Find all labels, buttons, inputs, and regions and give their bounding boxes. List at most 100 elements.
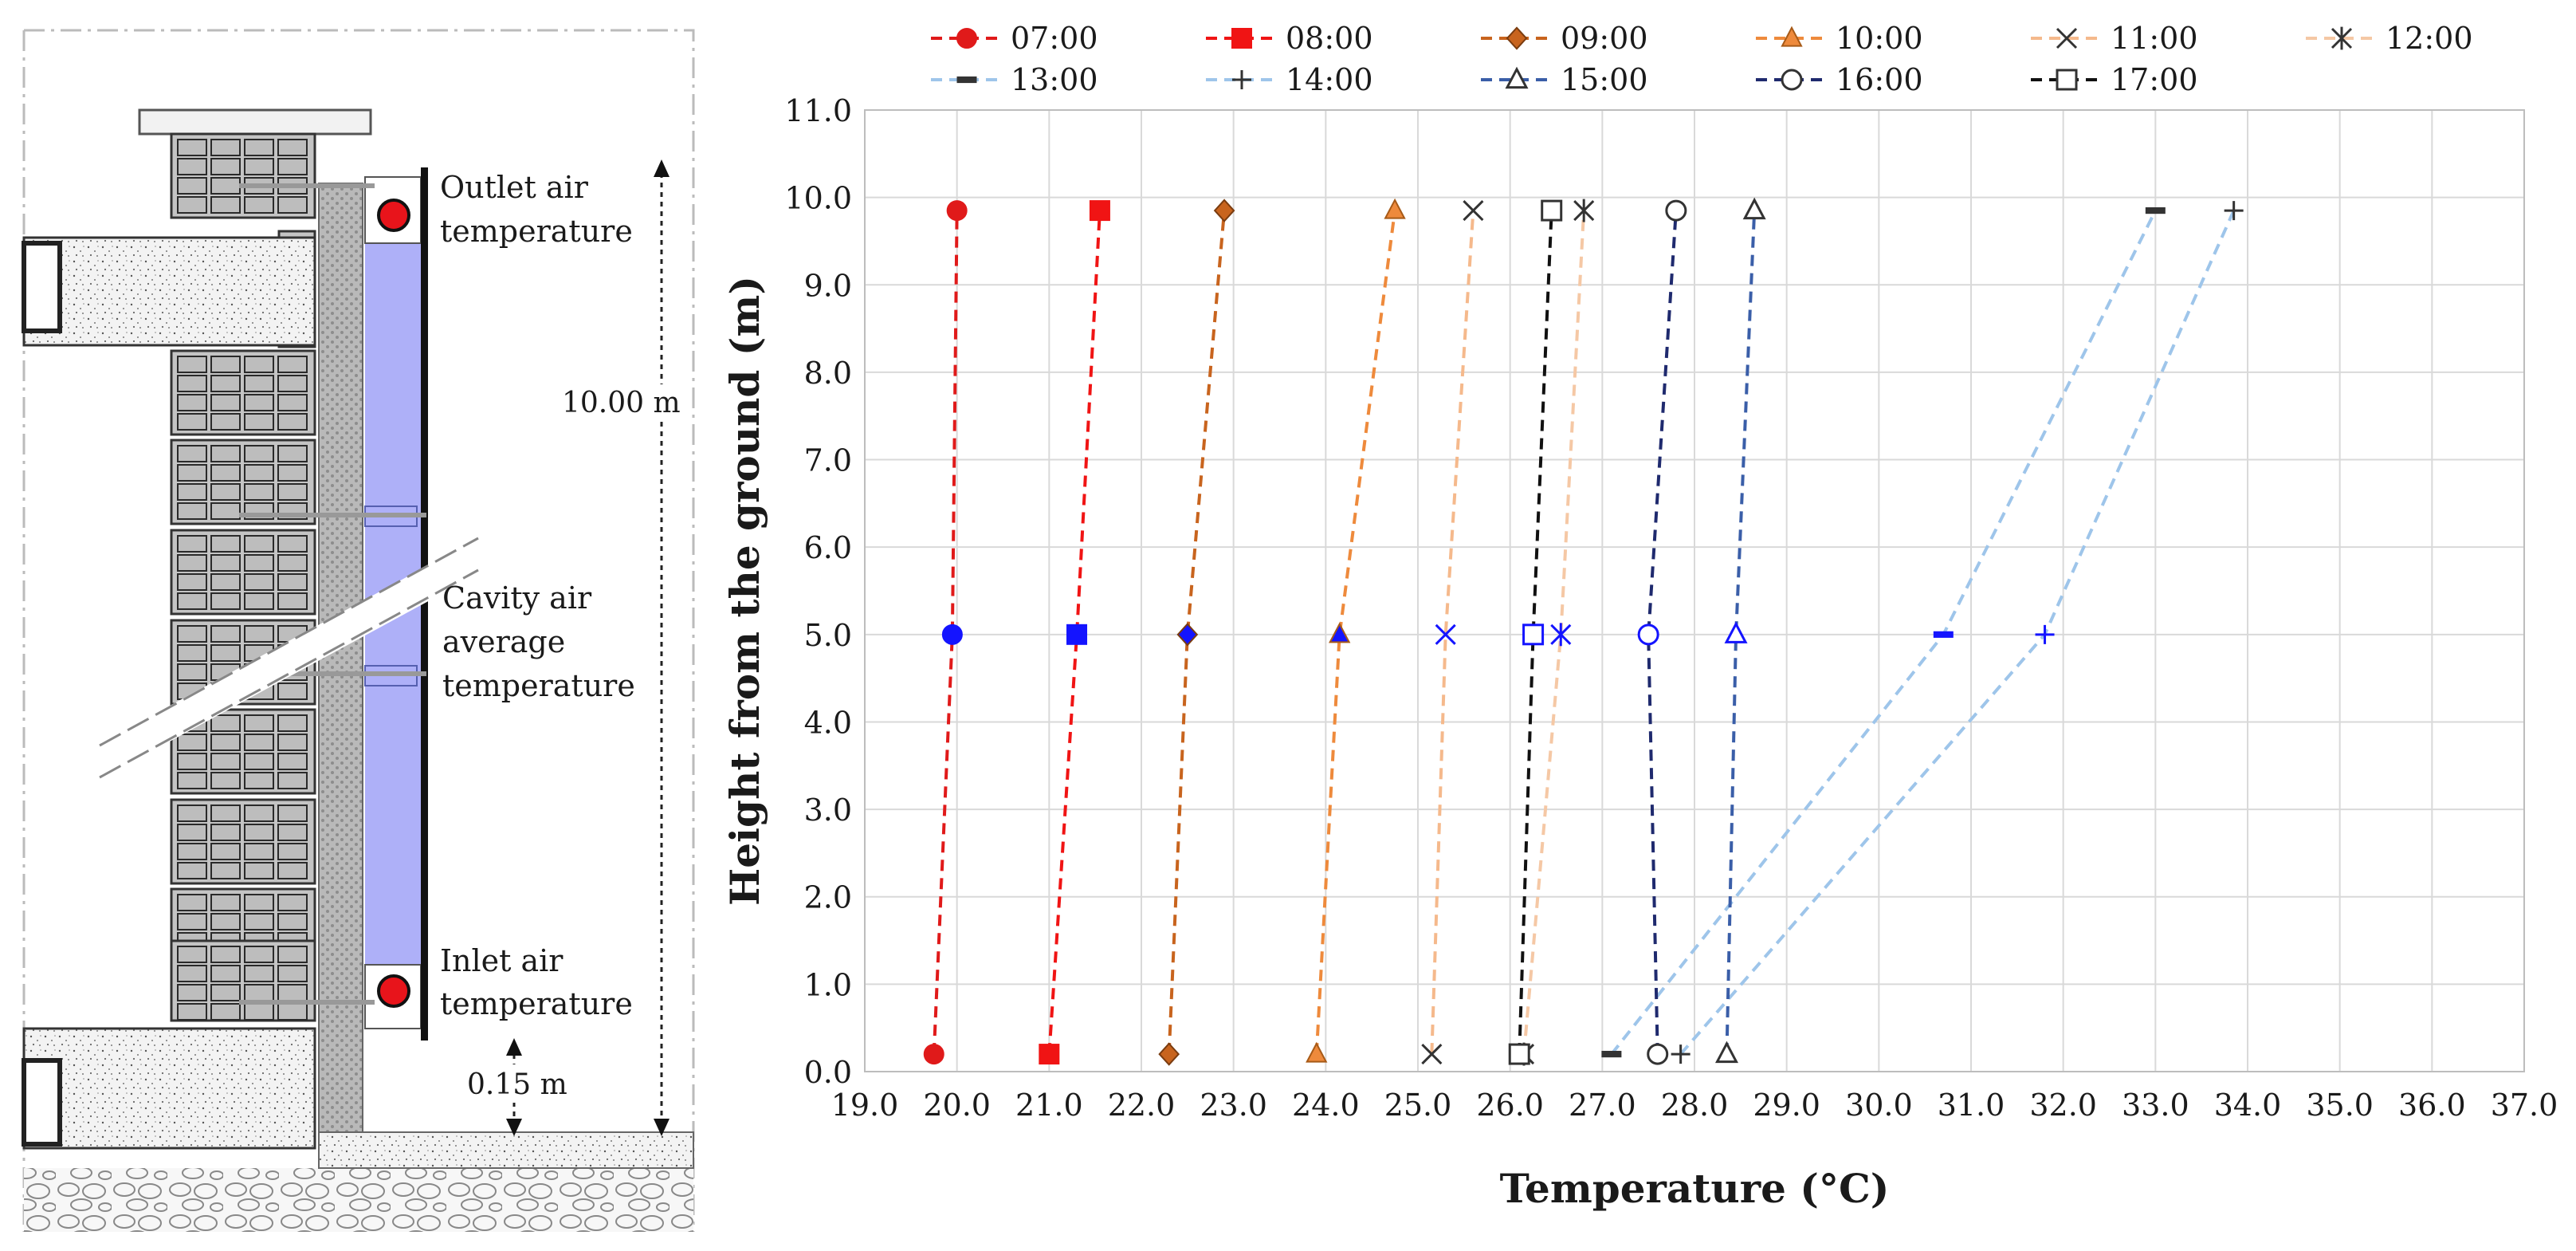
- y-tick-label: 3.0: [804, 793, 852, 828]
- data-point-0900-0: [1158, 1042, 1180, 1066]
- brick-cell: [277, 592, 308, 610]
- brick-cell: [244, 824, 274, 841]
- brick-cell: [177, 445, 207, 462]
- height-label: 10.00 m: [562, 387, 681, 419]
- brick-cell: [210, 984, 241, 1001]
- brick-cell: [244, 753, 274, 770]
- series-lines: [932, 210, 2236, 1056]
- x-axis-title: Temperature (°C): [1500, 1165, 1890, 1212]
- data-point-1100-1: [1435, 624, 1456, 645]
- brick-cell: [244, 394, 274, 411]
- brick-cell: [177, 862, 207, 879]
- legend-item-1300: 13:00: [931, 62, 1098, 97]
- data-point-1600-2: [1665, 199, 1687, 222]
- inlet-label-line1: Inlet air: [440, 943, 564, 978]
- brick-cell: [244, 894, 274, 911]
- legend-label: 07:00: [1011, 21, 1098, 56]
- brick-cell: [210, 644, 241, 662]
- ground-slab: [318, 1131, 694, 1169]
- brick-cell: [210, 592, 241, 610]
- x-tick-label: 28.0: [1661, 1088, 1729, 1123]
- brick-cell: [244, 535, 274, 553]
- data-point-1600-0: [1647, 1043, 1669, 1065]
- brick-cell: [277, 894, 308, 911]
- height-label-bg: [558, 384, 677, 420]
- x-tick-label: 36.0: [2398, 1088, 2466, 1123]
- brick-cell: [177, 502, 207, 520]
- data-point-0700-0: [923, 1044, 944, 1065]
- legend-marker: [1781, 26, 1803, 47]
- brick-cell: [277, 158, 308, 175]
- y-tick-label: 10.0: [784, 181, 852, 216]
- series-line-1200: [1522, 210, 1586, 1055]
- brick-cell: [210, 139, 241, 156]
- brick-cell: [244, 965, 274, 982]
- brick-cell: [277, 1003, 308, 1021]
- data-point-1200-1: [1550, 623, 1572, 647]
- data-point-0900-1: [1176, 623, 1199, 647]
- brick-cell: [277, 862, 308, 879]
- brick-cell: [177, 573, 207, 591]
- brick-cell: [177, 625, 207, 643]
- inlet-label-line2: temperature: [440, 986, 633, 1021]
- data-point-1700-2: [1541, 199, 1563, 222]
- brick-cell: [244, 356, 274, 373]
- series-line-0800: [1047, 210, 1101, 1055]
- brick-cell: [210, 734, 241, 751]
- cavity-label-line3: temperature: [442, 668, 635, 703]
- lower-floor-slab: [22, 1027, 316, 1150]
- brick-cell: [177, 413, 207, 431]
- data-point-1000-0: [1306, 1041, 1328, 1063]
- series-line-1400: [1679, 210, 2236, 1056]
- brick-cell: [277, 554, 308, 572]
- legend-label: 17:00: [2111, 62, 2198, 97]
- brick-cell: [177, 984, 207, 1001]
- brick-cell: [244, 734, 274, 751]
- legend-label: 08:00: [1286, 21, 1373, 56]
- height-arrow-top: [654, 159, 670, 177]
- brick-cell: [277, 734, 308, 751]
- brick-cell: [210, 804, 241, 822]
- brick-cell: [210, 772, 241, 789]
- brick-cell: [277, 483, 308, 501]
- brick-cell: [277, 772, 308, 789]
- brick-cell: [177, 592, 207, 610]
- brick-cell: [210, 445, 241, 462]
- x-tick-label: 19.0: [831, 1088, 899, 1123]
- y-tick-label: 2.0: [804, 880, 852, 915]
- brick-cell: [210, 413, 241, 431]
- offset-label-bg: [462, 1064, 570, 1103]
- data-point-1500-0: [1714, 1041, 1738, 1064]
- data-point-1700-1: [1522, 624, 1545, 646]
- data-point-1500-2: [1742, 197, 1766, 220]
- legend-item-1100: 11:00: [2031, 21, 2198, 56]
- legend-item-1700: 17:00: [2031, 62, 2198, 97]
- brick-cell: [244, 714, 274, 732]
- brick-cell: [244, 445, 274, 462]
- brick-cell: [210, 464, 241, 482]
- brick-cell: [177, 177, 207, 195]
- series-line-0900: [1167, 210, 1227, 1055]
- outlet-label-line2: temperature: [440, 214, 633, 249]
- temperature-profile-chart: 0.0 1.0 2.0 3.0 4.0 5.0 6.0 7.0 8.0 9.0 10.0 11.0 1…: [721, 21, 2558, 1212]
- brick-cell: [210, 1003, 241, 1021]
- brick-cell: [210, 573, 241, 591]
- brick-cell: [244, 554, 274, 572]
- brick-cell: [244, 464, 274, 482]
- x-tick-label: 27.0: [1569, 1088, 1636, 1123]
- brick-cell: [210, 625, 241, 643]
- data-point-1000-1: [1329, 622, 1351, 643]
- x-tick-label: 23.0: [1200, 1088, 1267, 1123]
- data-point-1300-2: [2145, 207, 2166, 214]
- brick-cell: [177, 535, 207, 553]
- y-tick-label: 9.0: [804, 268, 852, 303]
- facade-cladding: [421, 167, 428, 1041]
- brick-cell: [244, 139, 274, 156]
- brick-cell: [277, 843, 308, 860]
- brick-cell: [244, 483, 274, 501]
- brick-cell: [244, 413, 274, 431]
- x-tick-label: 22.0: [1108, 1088, 1176, 1123]
- data-point-1300-0: [1601, 1050, 1622, 1058]
- brick-cell: [277, 946, 308, 963]
